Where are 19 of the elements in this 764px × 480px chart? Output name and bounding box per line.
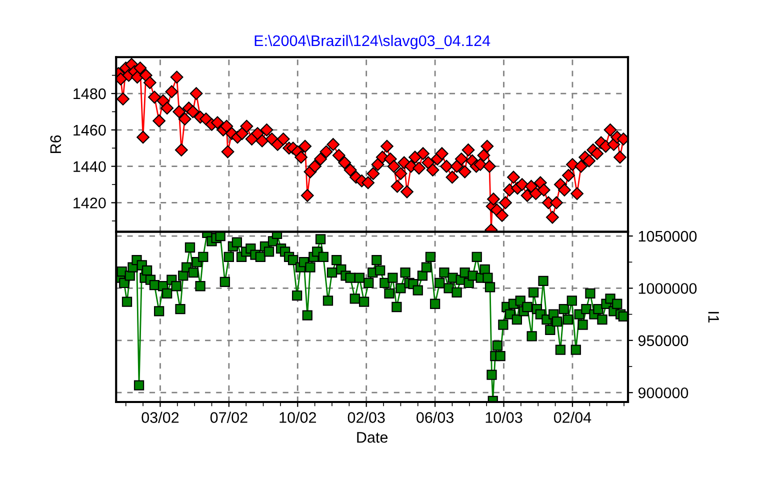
y2-tick-label: 900000 <box>638 387 688 398</box>
y-tick-label: 1480 <box>74 88 106 100</box>
x-axis-title: Date <box>357 432 388 443</box>
y2-axis-title: I1 <box>708 312 719 323</box>
y2-tick-label: 1050000 <box>638 230 697 242</box>
y2-tick-label: 950000 <box>638 335 688 346</box>
x-tick-label: 02/04 <box>554 412 592 423</box>
x-tick-label: 06/03 <box>416 412 454 423</box>
chart-title: E:\2004\Brazil\124\slavg03_04.124 <box>254 34 490 50</box>
x-tick-label: 03/02 <box>142 412 179 423</box>
x-tick-label: 07/02 <box>210 412 248 423</box>
x-tick-label: 02/03 <box>348 412 385 423</box>
y-axis-title: R6 <box>50 135 62 153</box>
x-tick-label: 10/02 <box>280 412 316 423</box>
x-tick-label: 10/03 <box>486 412 522 423</box>
y-tick-label: 1440 <box>74 161 106 172</box>
y2-tick-label: 1000000 <box>638 283 697 294</box>
y-tick-label: 1420 <box>74 198 106 208</box>
y-tick-label: 1460 <box>74 124 106 136</box>
